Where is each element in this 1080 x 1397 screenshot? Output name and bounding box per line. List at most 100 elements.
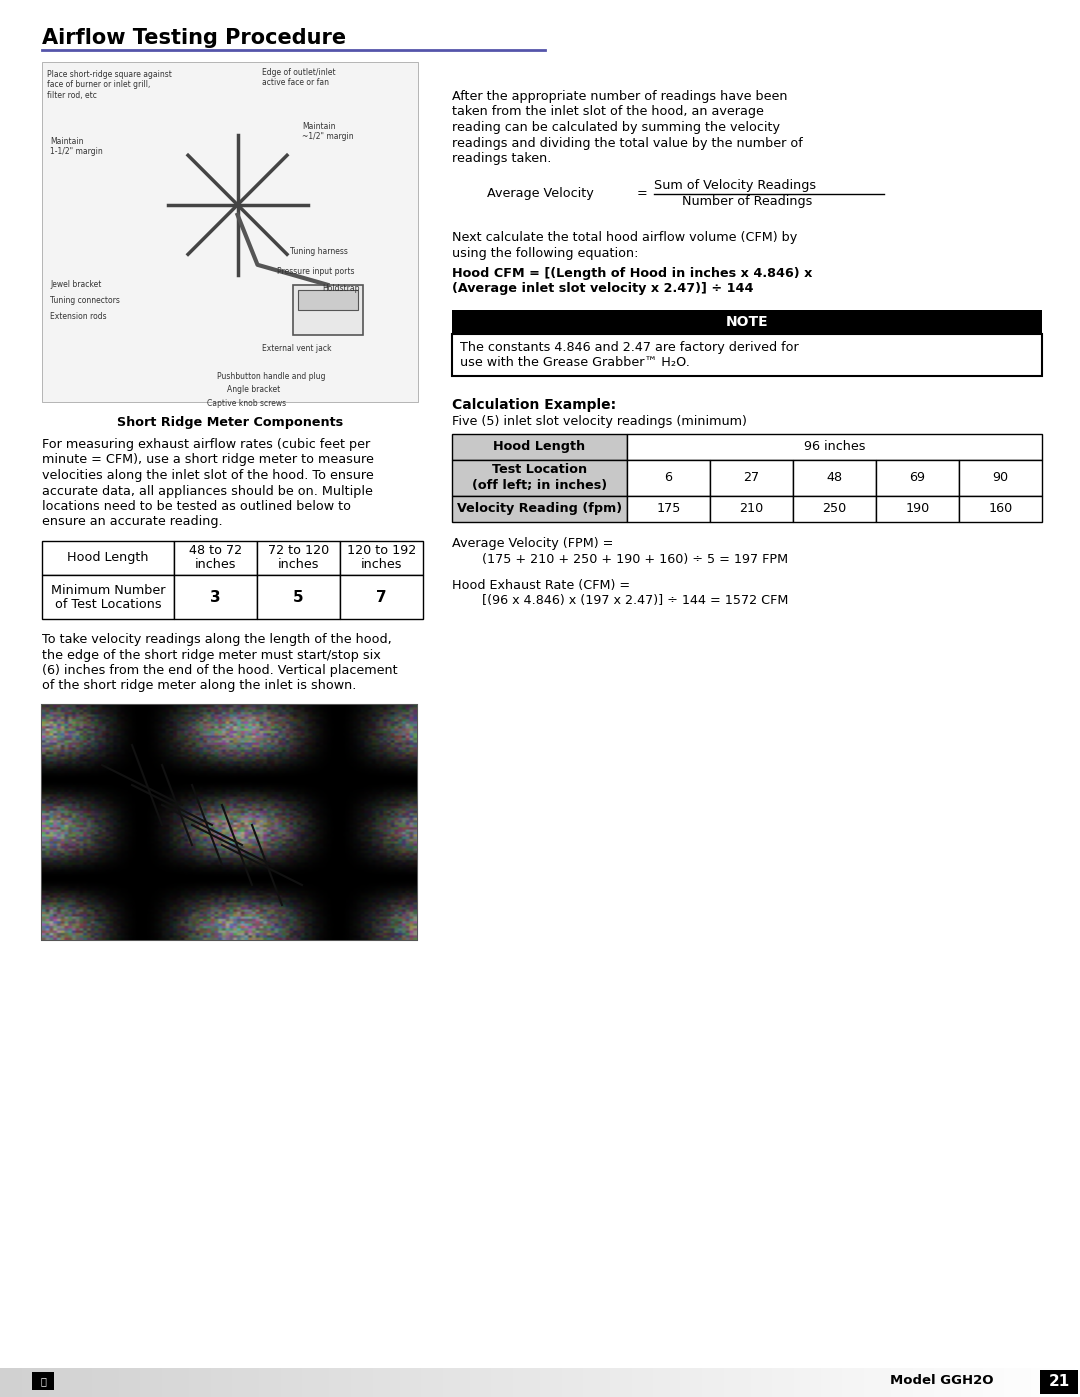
Bar (42, 61, 418, 402)
Text: taken from the inlet slot of the hood, an average: taken from the inlet slot of the hood, a… (453, 106, 764, 119)
Bar (1040, 1370, 1078, 1394)
Text: 3: 3 (211, 590, 220, 605)
Text: ⓒ: ⓒ (40, 1376, 46, 1386)
Text: Hood Exhaust Rate (CFM) =: Hood Exhaust Rate (CFM) = (453, 578, 630, 591)
Text: Tuning connectors: Tuning connectors (50, 296, 120, 305)
Text: locations need to be tested as outlined below to: locations need to be tested as outlined … (42, 500, 351, 513)
Text: Test Location: Test Location (491, 462, 588, 476)
Bar (257, 576, 340, 619)
Text: (6) inches from the end of the hood. Vertical placement: (6) inches from the end of the hood. Ver… (42, 664, 397, 678)
Bar (453, 460, 627, 496)
Text: Pushbutton handle and plug: Pushbutton handle and plug (217, 372, 325, 381)
Bar (32, 1372, 54, 1390)
Text: Next calculate the total hood airflow volume (CFM) by: Next calculate the total hood airflow vo… (453, 232, 797, 244)
Text: 7: 7 (376, 590, 387, 605)
Text: =: = (637, 187, 648, 201)
Bar (453, 496, 627, 521)
Text: Average Velocity (FPM) =: Average Velocity (FPM) = (453, 538, 613, 550)
Bar (340, 576, 423, 619)
Text: Pressure input ports: Pressure input ports (276, 267, 354, 277)
Bar (627, 460, 710, 496)
Text: velocities along the inlet slot of the hood. To ensure: velocities along the inlet slot of the h… (42, 469, 374, 482)
Text: 48 to 72: 48 to 72 (189, 545, 242, 557)
Text: To take velocity readings along the length of the hood,: To take velocity readings along the leng… (42, 633, 392, 645)
Text: After the appropriate number of readings have been: After the appropriate number of readings… (453, 89, 787, 103)
Text: Sum of Velocity Readings: Sum of Velocity Readings (654, 179, 816, 193)
Text: 72 to 120: 72 to 120 (268, 545, 329, 557)
Bar (42, 576, 174, 619)
Text: Number of Readings: Number of Readings (681, 196, 812, 208)
Text: minute = CFM), use a short ridge meter to measure: minute = CFM), use a short ridge meter t… (42, 454, 374, 467)
Text: Velocity Reading (fpm): Velocity Reading (fpm) (457, 502, 622, 515)
Text: Tuning harness: Tuning harness (291, 247, 348, 256)
Text: Airflow Testing Procedure: Airflow Testing Procedure (42, 28, 346, 47)
Bar (340, 541, 423, 576)
Text: 210: 210 (740, 502, 764, 515)
Text: Calculation Example:: Calculation Example: (453, 398, 616, 412)
Text: Hood CFM = [(Length of Hood in inches x 4.846) x: Hood CFM = [(Length of Hood in inches x … (453, 267, 812, 279)
Text: of Test Locations: of Test Locations (55, 598, 161, 610)
Bar (959, 496, 1042, 521)
Text: (175 + 210 + 250 + 190 + 160) ÷ 5 = 197 FPM: (175 + 210 + 250 + 190 + 160) ÷ 5 = 197 … (482, 553, 788, 566)
Bar (627, 433, 1042, 460)
Text: Average Velocity: Average Velocity (487, 187, 594, 201)
Text: (Average inlet slot velocity x 2.47)] ÷ 144: (Average inlet slot velocity x 2.47)] ÷ … (453, 282, 754, 295)
Bar (297, 289, 357, 310)
Text: 6: 6 (664, 471, 673, 483)
Text: 250: 250 (822, 502, 847, 515)
Bar (293, 285, 363, 335)
Text: use with the Grease Grabber™ H₂O.: use with the Grease Grabber™ H₂O. (460, 355, 690, 369)
Bar (793, 460, 876, 496)
Text: External vent jack: External vent jack (262, 344, 332, 353)
Text: Hood Length: Hood Length (494, 440, 585, 453)
Text: Five (5) inlet slot velocity readings (minimum): Five (5) inlet slot velocity readings (m… (453, 415, 747, 429)
Text: NOTE: NOTE (726, 314, 768, 328)
Bar (710, 496, 793, 521)
Text: 96 inches: 96 inches (804, 440, 865, 453)
Bar (453, 433, 627, 460)
Text: readings taken.: readings taken. (453, 152, 552, 165)
Text: 21: 21 (1049, 1375, 1069, 1390)
Text: using the following equation:: using the following equation: (453, 247, 638, 260)
Text: (off left; in inches): (off left; in inches) (472, 479, 607, 492)
Bar (876, 496, 959, 521)
Bar (627, 496, 710, 521)
Text: inches: inches (361, 559, 402, 571)
Text: ensure an accurate reading.: ensure an accurate reading. (42, 515, 222, 528)
Bar (876, 460, 959, 496)
Text: 175: 175 (657, 502, 680, 515)
Bar (174, 541, 257, 576)
Text: of the short ridge meter along the inlet is shown.: of the short ridge meter along the inlet… (42, 679, 356, 693)
Bar (257, 541, 340, 576)
Bar (453, 334, 1042, 376)
Text: accurate data, all appliances should be on. Multiple: accurate data, all appliances should be … (42, 485, 373, 497)
Text: 190: 190 (905, 502, 930, 515)
Text: the edge of the short ridge meter must start/stop six: the edge of the short ridge meter must s… (42, 648, 381, 662)
Text: Angle bracket: Angle bracket (227, 386, 280, 394)
Text: 90: 90 (993, 471, 1009, 483)
Text: 27: 27 (743, 471, 759, 483)
Bar (42, 705, 417, 940)
Text: Jewel bracket: Jewel bracket (50, 279, 102, 289)
Text: 5: 5 (293, 590, 303, 605)
Bar (42, 541, 174, 576)
Text: readings and dividing the total value by the number of: readings and dividing the total value by… (453, 137, 802, 149)
Text: Extension rods: Extension rods (50, 312, 107, 321)
Text: inches: inches (278, 559, 320, 571)
Text: 69: 69 (909, 471, 926, 483)
Bar (453, 310, 1042, 334)
Text: Hood Length: Hood Length (67, 552, 149, 564)
Text: inches: inches (194, 559, 237, 571)
Text: 48: 48 (826, 471, 842, 483)
Bar (793, 496, 876, 521)
Bar (174, 576, 257, 619)
Text: reading can be calculated by summing the velocity: reading can be calculated by summing the… (453, 122, 780, 134)
Bar (710, 460, 793, 496)
Text: Short Ridge Meter Components: Short Ridge Meter Components (117, 416, 343, 429)
Text: Maintain
~1/2" margin: Maintain ~1/2" margin (302, 122, 353, 141)
Text: Holdstrap: Holdstrap (322, 284, 360, 293)
Text: The constants 4.846 and 2.47 are factory derived for: The constants 4.846 and 2.47 are factory… (460, 341, 799, 353)
Text: [(96 x 4.846) x (197 x 2.47)] ÷ 144 = 1572 CFM: [(96 x 4.846) x (197 x 2.47)] ÷ 144 = 15… (482, 594, 788, 608)
Text: Maintain
1-1/2" margin: Maintain 1-1/2" margin (50, 137, 103, 156)
Text: Place short-ridge square against
face of burner or inlet grill,
filter rod, etc: Place short-ridge square against face of… (48, 70, 172, 99)
